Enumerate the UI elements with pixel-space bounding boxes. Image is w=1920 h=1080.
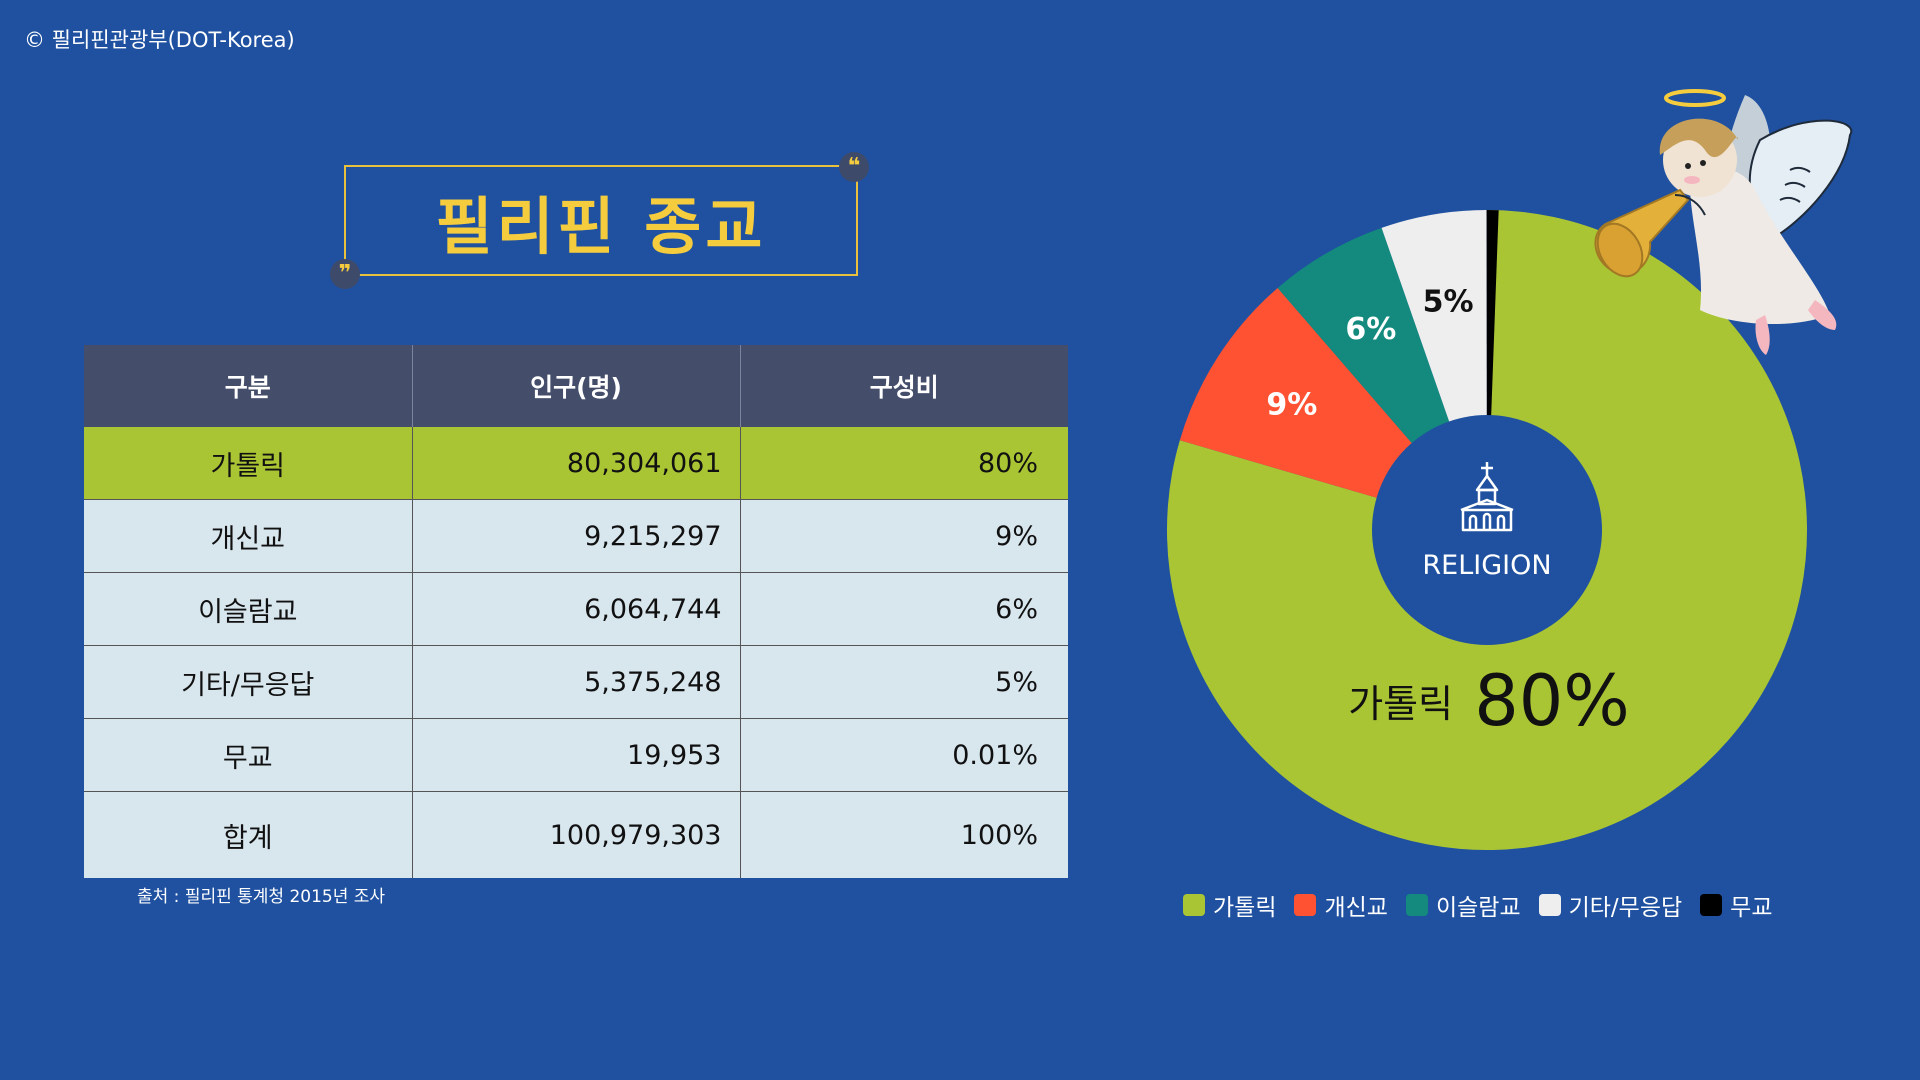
center-label: RELIGION [1422, 550, 1551, 581]
church-icon [1460, 462, 1514, 532]
slice-label: 5% [1423, 284, 1474, 319]
table-row: 가톨릭 80,304,061 80% [84, 427, 1068, 500]
slice-label: 9% [1266, 388, 1317, 423]
table-row: 이슬람교 6,064,744 6% [84, 572, 1068, 646]
cell-population: 6,064,744 [412, 572, 741, 646]
table-header-row: 구분 인구(명) 구성비 [84, 345, 1068, 427]
cell-share: 80% [740, 427, 1068, 500]
cell-share: 0.01% [740, 718, 1068, 792]
cell-population: 80,304,061 [412, 427, 741, 500]
copyright-credit: © 필리핀관광부(DOT-Korea) [24, 28, 295, 52]
cell-category: 무교 [84, 718, 413, 792]
header-share: 구성비 [740, 345, 1068, 427]
legend-item: 이슬람교 [1405, 888, 1521, 922]
highlight-category: 가톨릭 [1348, 682, 1453, 726]
table-row: 개신교 9,215,297 9% [84, 499, 1068, 573]
legend-label: 개신교 [1324, 895, 1388, 921]
cell-population: 100,979,303 [412, 791, 741, 878]
open-quote-icon: ❞ [330, 259, 360, 289]
cell-share: 5% [740, 645, 1068, 719]
cell-category: 개신교 [84, 499, 413, 573]
legend-item: 무교 [1700, 888, 1773, 922]
legend-label: 기타/무응답 [1568, 895, 1683, 921]
cell-share: 6% [740, 572, 1068, 646]
legend-swatch [1183, 894, 1205, 916]
legend-item: 기타/무응답 [1538, 888, 1683, 922]
highlight-value: 80% [1474, 660, 1630, 742]
legend-swatch [1538, 894, 1561, 916]
angel-trumpet-illustration [1594, 89, 1853, 355]
table-total-row: 합계 100,979,303 100% [84, 791, 1068, 878]
legend-item: 개신교 [1294, 888, 1388, 922]
legend-swatch [1405, 894, 1428, 916]
page-title: 필리핀 종교 [435, 189, 767, 263]
header-population: 인구(명) [412, 345, 741, 427]
cell-share: 100% [740, 791, 1068, 878]
cell-share: 9% [740, 499, 1068, 573]
cell-category: 합계 [84, 791, 413, 878]
data-source-note: 출처 : 필리핀 통계청 2015년 조사 [137, 887, 386, 907]
legend-label: 이슬람교 [1435, 895, 1521, 921]
highlight-label: 가톨릭 80% [1348, 660, 1630, 742]
cell-category: 이슬람교 [84, 572, 413, 646]
table-row: 기타/무응답 5,375,248 5% [84, 645, 1068, 719]
legend-label: 무교 [1730, 895, 1773, 921]
close-quote-icon: ❝ [839, 152, 869, 182]
chart-legend: 가톨릭 개신교 이슬람교 기타/무응답 무교 [1183, 888, 1773, 922]
cell-category: 가톨릭 [84, 427, 413, 500]
slice-labels: 9% 6% 5% [1266, 284, 1473, 422]
header-category: 구분 [84, 345, 413, 427]
cell-population: 9,215,297 [412, 499, 741, 573]
slice-label: 6% [1345, 312, 1396, 347]
legend-swatch [1294, 894, 1317, 916]
cell-population: 19,953 [412, 718, 741, 792]
religion-table: 구분 인구(명) 구성비 가톨릭 80,304,061 80% 개신교 9,21… [84, 345, 1068, 878]
table-row: 무교 19,953 0.01% [84, 718, 1068, 792]
cell-population: 5,375,248 [412, 645, 741, 719]
legend-item: 가톨릭 [1183, 888, 1276, 922]
title-frame: 필리핀 종교 [344, 165, 858, 276]
cell-category: 기타/무응답 [84, 645, 413, 719]
legend-swatch [1700, 894, 1723, 916]
legend-label: 가톨릭 [1213, 895, 1277, 921]
